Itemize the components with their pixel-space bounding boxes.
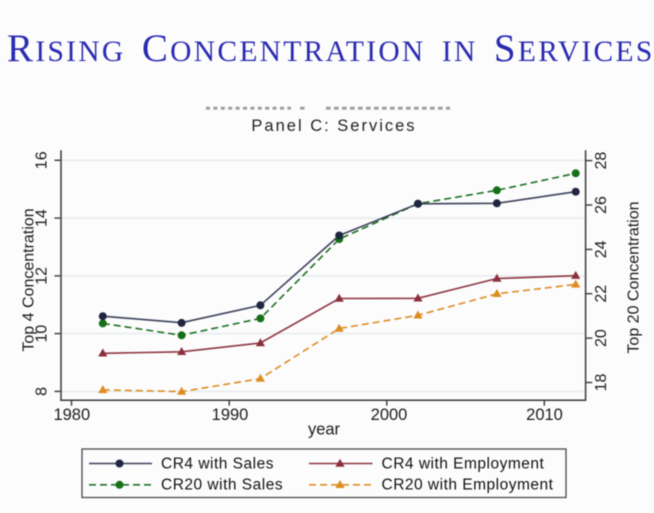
svg-text:20: 20 (593, 329, 610, 347)
svg-text:CR4 with Employment: CR4 with Employment (382, 455, 545, 472)
svg-text:14: 14 (34, 209, 51, 227)
svg-text:18: 18 (593, 374, 610, 392)
svg-text:28: 28 (593, 152, 610, 170)
svg-text:8: 8 (34, 387, 51, 396)
svg-text:CR20 with Sales: CR20 with Sales (161, 477, 283, 494)
svg-text:1990: 1990 (212, 406, 249, 424)
svg-text:24: 24 (593, 240, 610, 258)
svg-text:12: 12 (34, 267, 51, 285)
svg-text:Top 20 Concentration: Top 20 Concentration (626, 201, 643, 353)
svg-text:CR4 with Sales: CR4 with Sales (161, 455, 274, 472)
svg-text:2000: 2000 (371, 406, 408, 424)
svg-text:26: 26 (593, 196, 610, 214)
svg-text:2010: 2010 (526, 406, 563, 424)
svg-text:year: year (308, 421, 341, 439)
svg-text:CR20 with Employment: CR20 with Employment (382, 477, 554, 494)
svg-text:22: 22 (593, 285, 610, 303)
svg-text:1980: 1980 (53, 406, 90, 424)
svg-text:10: 10 (34, 325, 51, 343)
svg-text:16: 16 (34, 151, 51, 169)
svg-text:Panel C: Services: Panel C: Services (251, 117, 416, 135)
svg-text:Top 4 Concentration: Top 4 Concentration (21, 208, 38, 351)
